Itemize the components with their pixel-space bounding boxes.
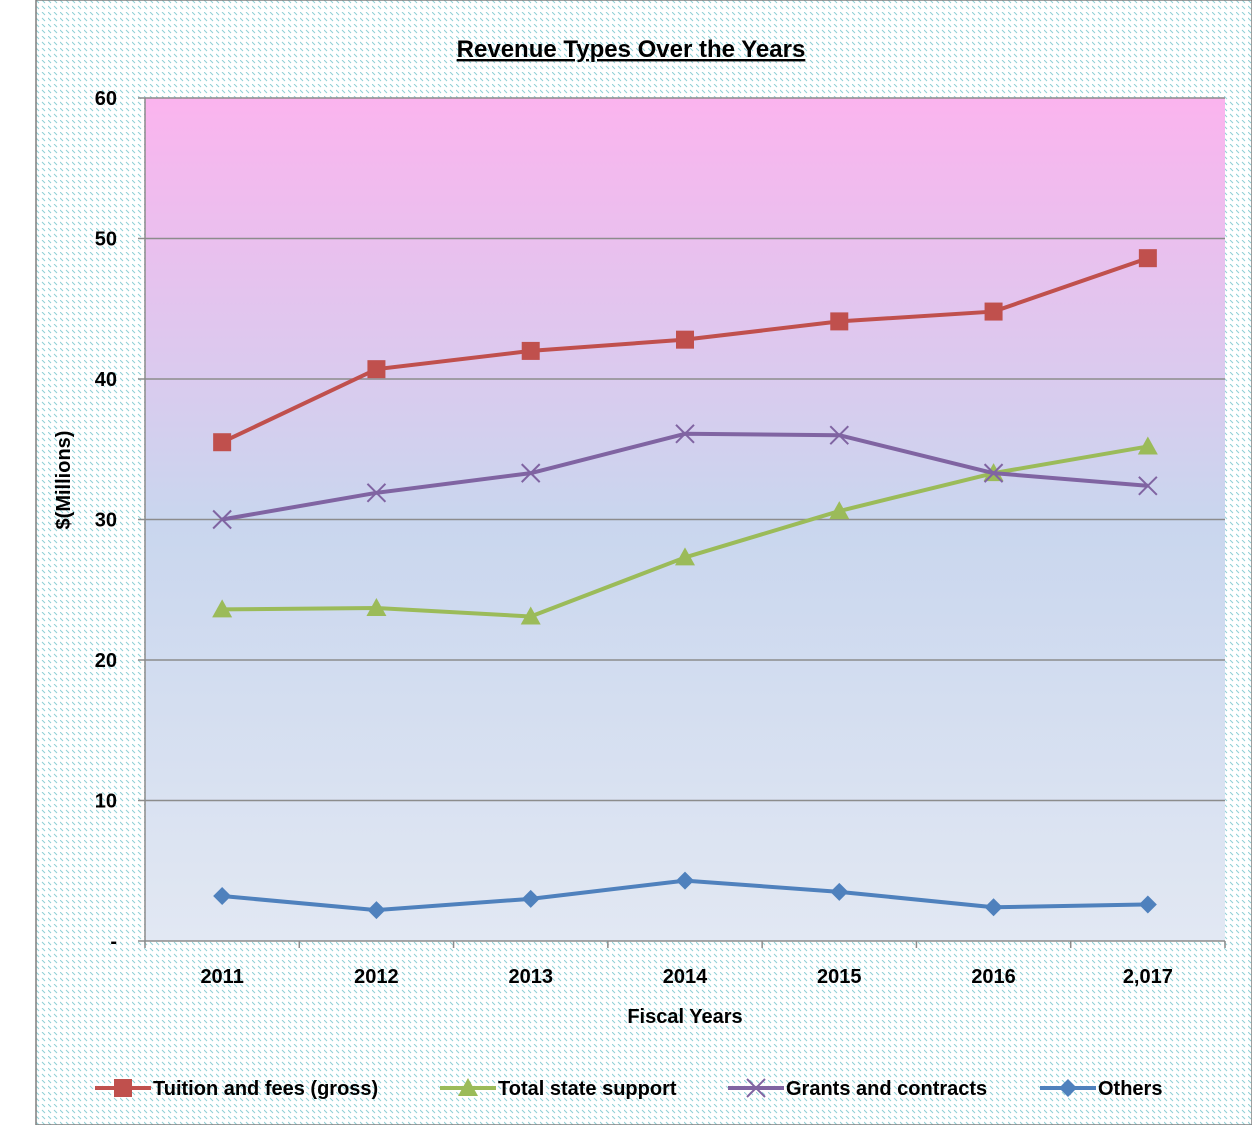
y-tick-label: 60 xyxy=(95,88,117,110)
data-point xyxy=(367,360,386,379)
data-point xyxy=(521,889,540,908)
axes xyxy=(144,98,1226,948)
y-tick-label: 40 xyxy=(95,369,117,391)
x-tick-label: 2012 xyxy=(354,966,399,988)
data-point xyxy=(1138,249,1157,268)
data-point xyxy=(676,871,694,890)
data-point xyxy=(213,433,232,452)
legend-label: Others xyxy=(1098,1078,1162,1100)
series-square xyxy=(213,249,1157,452)
data-point xyxy=(1138,895,1157,914)
data-point xyxy=(829,425,849,445)
gridlines xyxy=(138,97,1225,942)
x-axis-label: Fiscal Years xyxy=(627,1006,742,1028)
legend-marker xyxy=(114,1079,132,1097)
data-point xyxy=(521,463,541,483)
data-point xyxy=(830,312,849,331)
legend-marker xyxy=(458,1078,478,1096)
data-point xyxy=(830,882,849,901)
x-tick-label: 2011 xyxy=(200,966,243,988)
chart-title: Revenue Types Over the Years xyxy=(457,36,806,63)
data-point xyxy=(675,424,695,444)
data-point xyxy=(520,606,541,625)
legend-item: Tuition and fees (gross) xyxy=(95,1078,378,1100)
legend-label: Tuition and fees (gross) xyxy=(153,1078,378,1100)
legend: Tuition and fees (gross) Total state supp… xyxy=(95,1078,1162,1100)
data-point xyxy=(676,330,694,349)
y-tick-label: 20 xyxy=(95,650,117,672)
series-x xyxy=(212,424,1158,530)
x-tick-label: 2015 xyxy=(817,966,862,988)
legend-label: Grants and contracts xyxy=(786,1078,987,1100)
data-point xyxy=(675,547,695,566)
legend-item: Others xyxy=(1040,1078,1162,1100)
data-point xyxy=(829,501,850,520)
data-point xyxy=(213,887,232,906)
y-tick-label: 30 xyxy=(95,510,117,532)
series-lines xyxy=(212,249,1158,920)
legend-marker xyxy=(746,1078,766,1098)
data-point xyxy=(1138,476,1158,496)
series-diamond xyxy=(213,871,1157,920)
y-axis-label: $(Millions) xyxy=(53,431,75,530)
data-point xyxy=(1137,436,1158,455)
legend-label: Total state support xyxy=(498,1078,677,1100)
data-point xyxy=(366,598,387,617)
y-tick-labels: - 10 20 30 40 50 60 xyxy=(95,88,117,953)
data-point xyxy=(984,302,1003,321)
x-tick-label: 2013 xyxy=(508,966,553,988)
x-tick-label: 2,017 xyxy=(1123,966,1173,988)
y-tick-label: - xyxy=(110,931,117,953)
x-tick-labels: 2011 2012 2013 2014 2015 2016 2,017 xyxy=(200,966,1172,988)
legend-item: Total state support xyxy=(440,1078,677,1100)
legend-item: Grants and contracts xyxy=(728,1078,987,1100)
data-point xyxy=(212,599,233,618)
y-tick-label: 10 xyxy=(95,791,117,813)
y-tick-label: 50 xyxy=(95,229,117,251)
data-point xyxy=(366,483,387,503)
data-point xyxy=(984,898,1003,917)
legend-marker xyxy=(1059,1079,1077,1097)
data-point xyxy=(983,463,1004,483)
x-tick-label: 2016 xyxy=(971,966,1016,988)
data-point xyxy=(367,901,386,920)
x-tick-label: 2014 xyxy=(663,966,708,988)
data-point xyxy=(521,341,540,360)
data-point xyxy=(212,509,232,530)
